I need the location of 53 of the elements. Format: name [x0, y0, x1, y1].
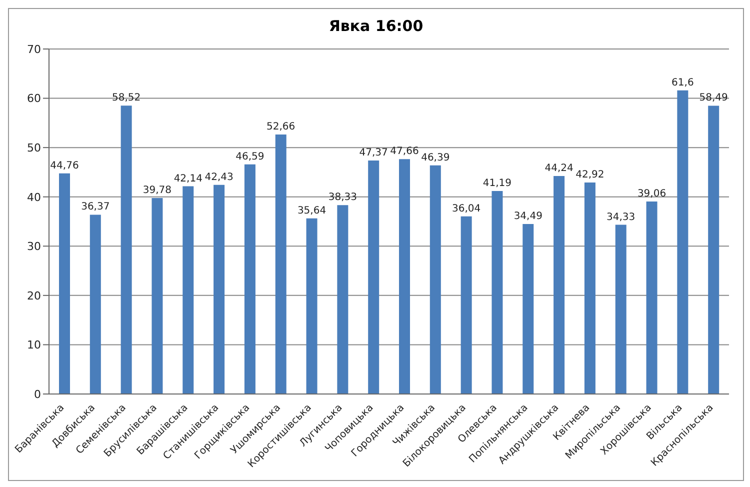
data-label: 61,6: [672, 77, 694, 88]
bar: [615, 224, 626, 394]
data-label: 34,49: [514, 211, 542, 222]
data-label: 39,78: [142, 184, 172, 196]
data-label: 58,49: [699, 92, 728, 104]
bar: [182, 186, 194, 394]
bar: [214, 184, 225, 394]
data-label: 46,39: [421, 152, 450, 164]
y-tick-label: 70: [27, 42, 41, 56]
bar: [244, 164, 256, 394]
y-tick-label: 20: [27, 289, 41, 302]
bar: [306, 218, 318, 394]
data-label: 39,06: [637, 188, 666, 200]
bar: [460, 216, 472, 394]
y-tick-label: 30: [27, 240, 41, 254]
chart-title: Явка 16:00: [328, 17, 424, 37]
y-tick-label: 60: [27, 92, 41, 106]
data-label: 42,92: [576, 169, 604, 180]
data-label: 58,52: [112, 92, 141, 104]
bar: [368, 160, 380, 394]
bar: [120, 106, 132, 394]
data-label: 38,33: [328, 192, 357, 204]
data-label: 41,19: [482, 178, 512, 189]
data-label: 44,24: [544, 162, 574, 174]
bar: [554, 176, 565, 394]
data-label: 36,04: [452, 203, 481, 214]
bar: [337, 205, 348, 394]
data-label: 34,33: [606, 212, 636, 223]
bar: [59, 173, 70, 394]
bar: [90, 214, 101, 394]
data-label: 44,76: [50, 160, 79, 172]
data-label: 47,66: [390, 146, 419, 158]
data-label: 52,66: [266, 121, 296, 132]
bar: [399, 159, 410, 394]
bar: [492, 190, 503, 394]
bar: [584, 182, 596, 394]
data-label: 42,43: [204, 172, 234, 183]
y-tick-label: 10: [27, 338, 41, 352]
data-label: 36,37: [81, 202, 110, 213]
y-tick-label: 40: [27, 190, 41, 204]
data-label: 47,37: [359, 148, 388, 159]
bar: [677, 90, 688, 394]
bar: [152, 198, 163, 394]
data-label: 42,14: [174, 173, 202, 184]
data-label: 35,64: [297, 205, 326, 216]
y-tick-label: 50: [27, 141, 41, 154]
y-tick-label: 0: [34, 388, 41, 401]
bar: [708, 106, 720, 394]
bar: [275, 134, 286, 394]
data-label: 46,59: [236, 151, 264, 162]
bar: [646, 201, 658, 394]
bar: [522, 224, 534, 394]
bar: [430, 165, 441, 394]
